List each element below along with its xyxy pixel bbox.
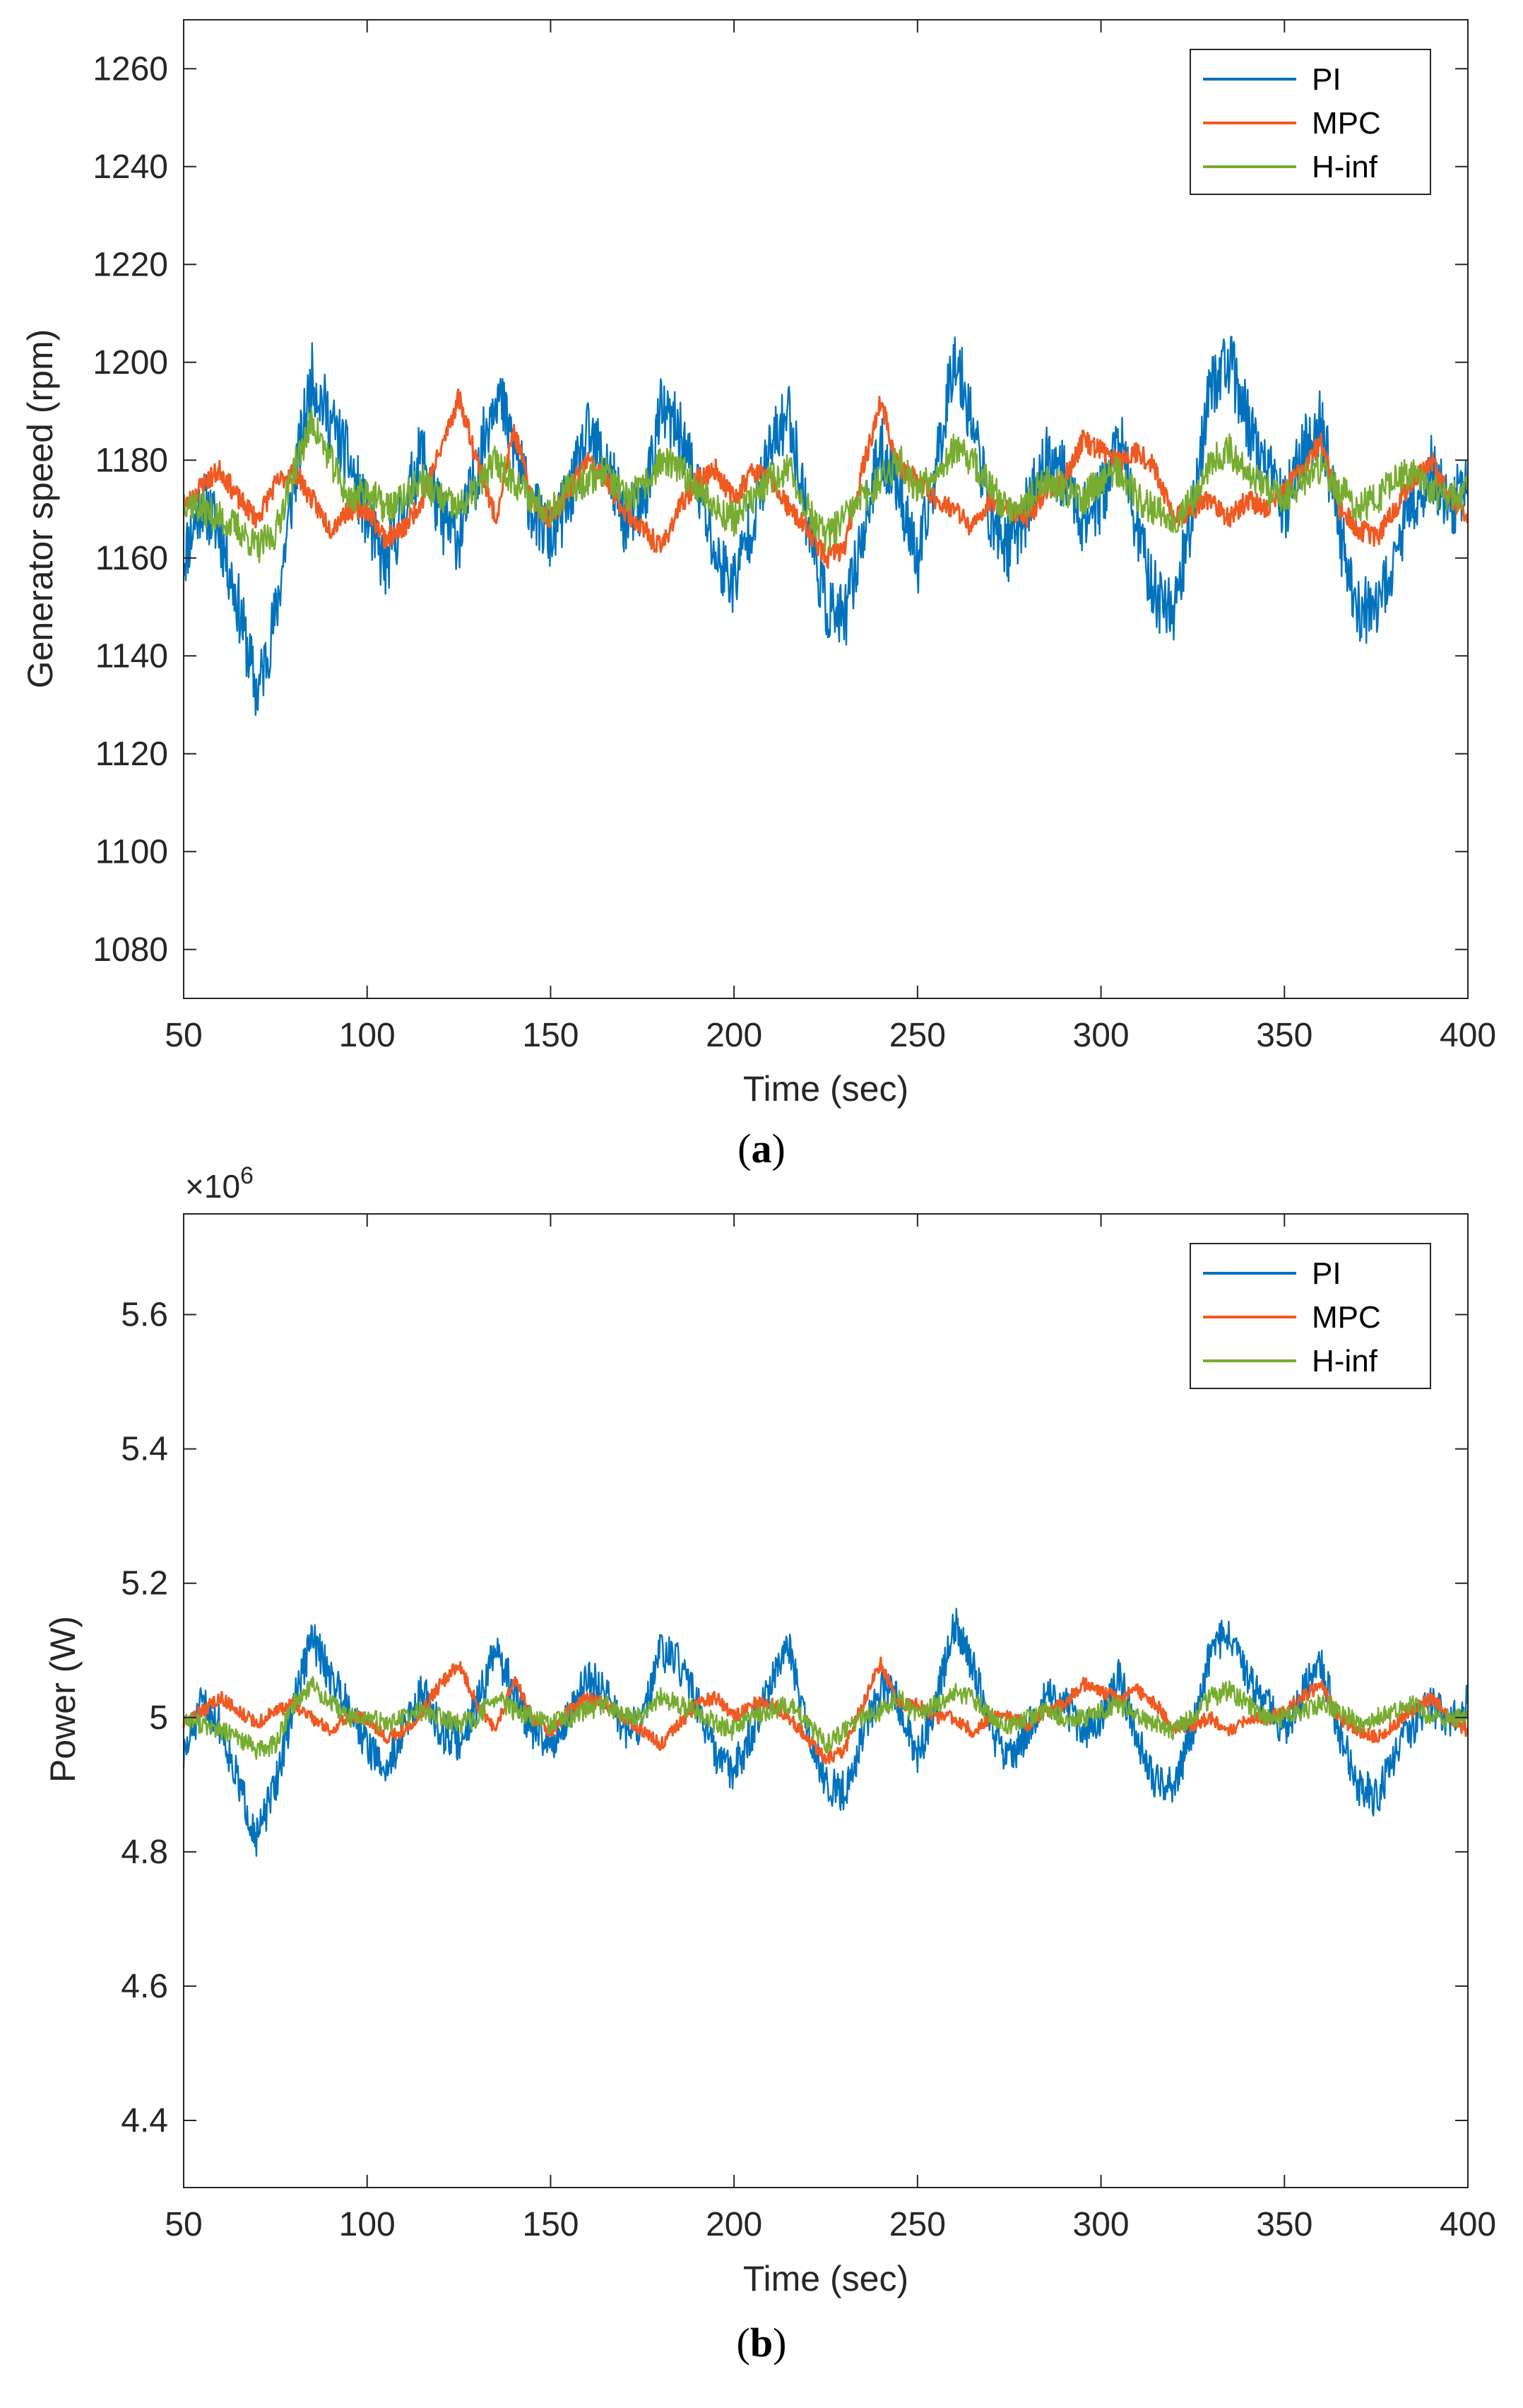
series-line-pi: [182, 1607, 1469, 1857]
series-line-h-inf: [182, 406, 1469, 564]
y-tick-label: 1260: [93, 50, 168, 88]
y-tick-label: 1180: [95, 442, 168, 479]
legend-label: MPC: [1312, 1300, 1381, 1335]
panel-caption-b: (b): [737, 2320, 787, 2366]
y-tick-label: 4.6: [121, 1968, 168, 2005]
legend-label: H-inf: [1312, 150, 1378, 184]
y-tick-label: 1220: [93, 246, 168, 283]
y-tick-label: 5.2: [121, 1565, 168, 1603]
x-axis-label: Time (sec): [743, 2259, 908, 2298]
y-tick-label: 1240: [93, 148, 168, 186]
y-tick-label: 5.4: [121, 1431, 168, 1468]
x-tick-label: 250: [889, 2206, 946, 2243]
x-tick-label: 350: [1256, 2206, 1312, 2243]
series-line-mpc: [182, 1656, 1469, 1765]
x-tick-label: 300: [1073, 1017, 1130, 1054]
x-tick-label: 150: [522, 2206, 579, 2243]
x-tick-label: 150: [522, 1017, 579, 1054]
x-axis-label: Time (sec): [743, 1069, 908, 1109]
legend-label: PI: [1312, 1256, 1341, 1291]
legend-label: MPC: [1312, 106, 1381, 141]
series-line-mpc: [182, 388, 1469, 569]
x-tick-label: 400: [1440, 1017, 1496, 1054]
y-tick-label: 1140: [95, 637, 168, 675]
y-tick-label: 1160: [95, 540, 168, 577]
y-tick-label: 4.4: [121, 2102, 168, 2140]
x-tick-label: 350: [1256, 1017, 1312, 1054]
x-tick-label: 50: [165, 2206, 202, 2243]
x-tick-label: 200: [706, 1017, 762, 1054]
series-line-pi: [182, 336, 1469, 716]
y-axis-label: Generator speed (rpm): [20, 329, 60, 689]
x-tick-label: 100: [339, 1017, 396, 1054]
x-tick-label: 250: [889, 1017, 946, 1054]
panel-caption-a: (a): [737, 1126, 786, 1171]
legend: PI MPC H-inf: [1190, 1243, 1431, 1389]
panel-b-power-chart: 50 100 150 200 250 300 350 400 4.4 4.6 4.8 5 5.2 5.4 5…: [43, 1162, 1496, 2366]
y-axis-label: Power (W): [43, 1616, 83, 1783]
legend-label: H-inf: [1312, 1344, 1378, 1379]
series-line-h-inf: [183, 1675, 1469, 1760]
x-tick-label: 200: [706, 2206, 762, 2243]
y-tick-label: 1080: [93, 931, 168, 969]
y-axis-exponent: ×106: [185, 1162, 254, 1205]
y-tick-label: 1100: [95, 833, 168, 870]
legend: PI MPC H-inf: [1190, 49, 1431, 195]
y-tick-label: 1200: [93, 344, 168, 382]
legend-label: PI: [1312, 62, 1341, 97]
y-tick-label: 5.6: [121, 1297, 168, 1334]
x-tick-label: 400: [1440, 2206, 1496, 2243]
x-tick-label: 300: [1073, 2206, 1130, 2243]
panel-a-generator-speed-chart: 50 100 150 200 250 300 350 400 1080 1100 1120 1140 1…: [20, 19, 1496, 1171]
x-tick-label: 50: [165, 1017, 202, 1054]
x-tick-label: 100: [339, 2206, 396, 2243]
y-tick-label: 1120: [95, 736, 168, 773]
y-tick-label: 4.8: [121, 1834, 168, 1871]
y-tick-label: 5: [149, 1699, 168, 1737]
